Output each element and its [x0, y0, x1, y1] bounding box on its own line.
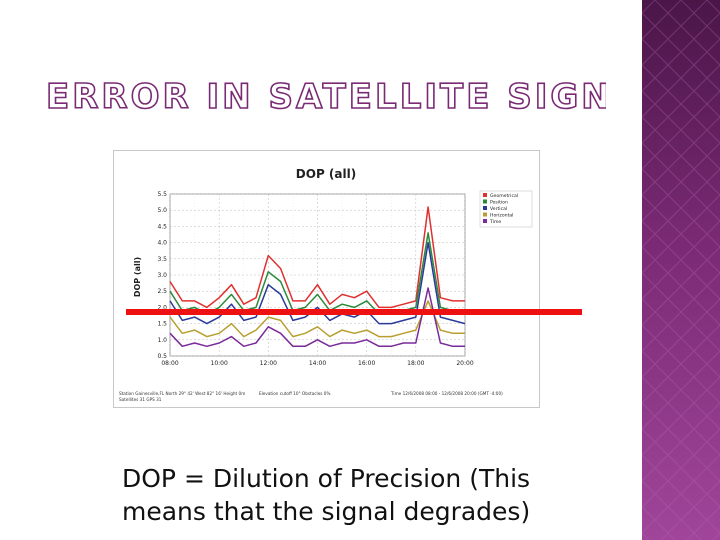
legend-box: [479, 190, 533, 228]
footer-satellites: Satellites 31 GPS 31: [119, 397, 162, 402]
series-line-time: [169, 287, 465, 348]
series-line-geometrical: [169, 206, 465, 309]
y-tick-label: 2.0: [157, 304, 167, 311]
series-line-horizontal: [169, 300, 465, 338]
diamond-pattern: [642, 0, 720, 540]
slide-title: ERROR IN SATELLITE SIGNALS: [46, 77, 606, 117]
chart-title: DOP (all): [296, 167, 356, 181]
legend-label: Geometrical: [490, 193, 518, 199]
x-tick-label: 14:00: [309, 360, 326, 367]
series-line-vertical: [169, 241, 466, 325]
legend-swatch: [483, 193, 487, 197]
series-line-position: [169, 232, 465, 315]
legend-label: Horizontal: [490, 213, 513, 219]
y-tick-label: 1.5: [157, 321, 167, 328]
x-tick-label: 10:00: [211, 360, 228, 367]
legend-label: Position: [490, 200, 508, 206]
y-tick-label: 3.5: [157, 256, 167, 263]
y-tick-label: 1.0: [157, 337, 167, 344]
y-axis-label: DOP (all): [133, 257, 142, 297]
threshold-highlight-bar: [126, 309, 582, 315]
y-tick-label: 4.0: [157, 240, 167, 247]
legend-label: Time: [489, 219, 501, 225]
y-tick-label: 5.0: [157, 207, 167, 214]
x-tick-label: 20:00: [456, 360, 473, 367]
caption-line-1: DOP = Dilution of Precision (This: [122, 464, 531, 493]
caption-line-2: means that the signal degrades): [122, 497, 531, 526]
chart-panel: DOP (all) DOP (all) 0.5 1.0 1.5 2.0 2.5 3.0 3.…: [113, 150, 540, 408]
footer-elevation: Elevation cutoff 10° Obstacles 0%: [259, 391, 330, 396]
y-tick-label: 3.0: [157, 272, 167, 279]
x-tick-label: 18:00: [407, 360, 424, 367]
slide-title-wrap: ERROR IN SATELLITE SIGNALS: [46, 76, 606, 118]
legend-swatch: [483, 206, 487, 210]
y-tick-label: 0.5: [157, 353, 167, 360]
x-tick-label: 08:00: [161, 360, 178, 367]
side-decorative-band: [642, 0, 720, 540]
footer-station: Station Gainesville,FL North 29° 42' Wes…: [119, 391, 245, 396]
footer-time: Time 12/6/2008 08:00 - 12/6/2008 20:00 (…: [390, 391, 503, 396]
x-tick-label: 16:00: [358, 360, 375, 367]
dop-chart: DOP (all) DOP (all) 0.5 1.0 1.5 2.0 2.5 3.0 3.…: [119, 167, 533, 402]
y-tick-label: 4.5: [157, 223, 167, 230]
legend-swatch: [483, 199, 487, 204]
legend-swatch: [483, 219, 487, 223]
y-tick-label: 5.5: [157, 191, 167, 198]
legend-swatch: [483, 212, 487, 217]
caption-text: DOP = Dilution of Precision (This means …: [122, 462, 622, 528]
legend-label: Vertical: [490, 206, 507, 212]
x-tick-label: 12:00: [260, 360, 277, 367]
y-tick-label: 2.5: [157, 288, 167, 295]
